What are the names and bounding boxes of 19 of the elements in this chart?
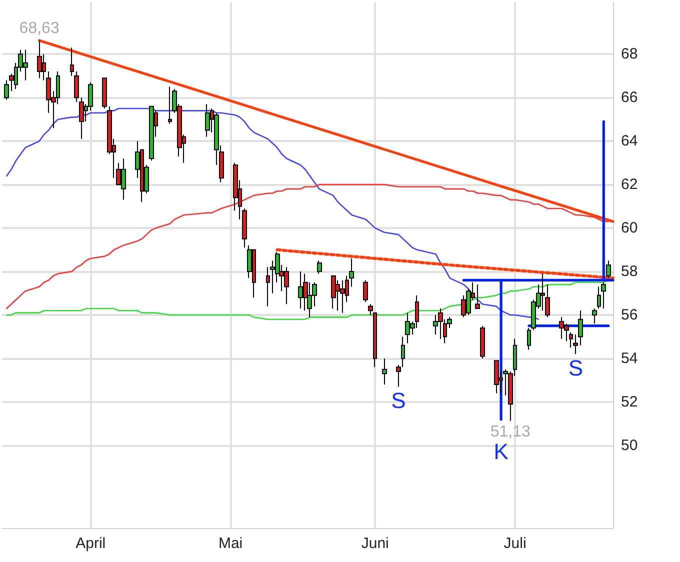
y-tick-label: 64	[621, 132, 638, 150]
annotation: S	[568, 356, 584, 381]
annotation: S	[391, 388, 406, 414]
y-tick-label: 60	[621, 220, 638, 237]
y-tick-label: 68	[621, 46, 638, 63]
y-tick-label: 66	[621, 89, 638, 106]
x-tick-label: Juni	[361, 535, 389, 552]
y-tick-label: 52	[621, 393, 638, 410]
y-tick-label: 50	[621, 436, 638, 454]
y-tick-label: 62	[621, 176, 638, 194]
x-tick-label: Mai	[218, 535, 243, 552]
x-tick-label: Juli	[504, 535, 526, 552]
annotation: 68,63	[19, 20, 60, 38]
x-tick-label: April	[76, 535, 106, 552]
annotation: 51,13	[490, 423, 531, 440]
annotation: K	[494, 439, 509, 464]
y-tick-label: 58	[621, 263, 638, 280]
y-tick-label: 56	[621, 306, 638, 324]
y-tick-label: 54	[621, 350, 638, 367]
